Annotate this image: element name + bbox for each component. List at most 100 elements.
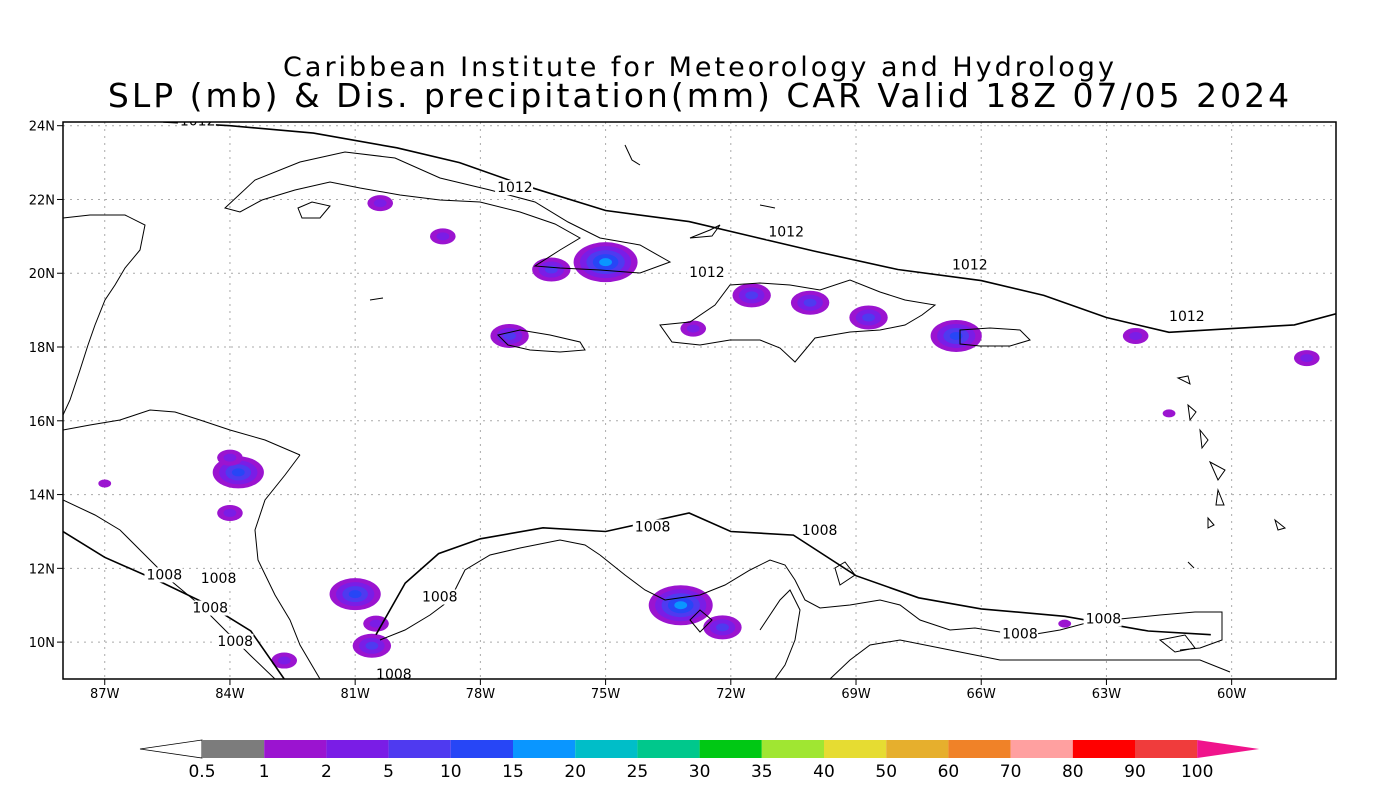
- colorbar-label: 35: [751, 762, 773, 782]
- coast-lesser-antilles-2: [1187, 403, 1197, 422]
- coast-trinidad: [1158, 634, 1196, 653]
- precip-area: [1122, 327, 1149, 344]
- coast-lesser-antilles-4: [1208, 460, 1226, 482]
- isobar-label: 1008: [422, 590, 458, 606]
- precip-cell: [674, 601, 688, 610]
- precip-area: [680, 320, 707, 337]
- precip-area: [363, 615, 389, 632]
- isobar-label-bg: [1167, 309, 1206, 325]
- colorbar-swatch: [699, 740, 762, 758]
- colorbar-label: 70: [1000, 762, 1022, 782]
- colorbar-label: 2: [321, 762, 332, 782]
- coast-bahamas-1: [624, 144, 641, 166]
- coast-lesser-antilles-7: [1274, 518, 1287, 531]
- isobar-1012: [163, 122, 1336, 334]
- precip-cell: [373, 199, 387, 208]
- precip-area: [329, 578, 381, 611]
- colorbar-low-arrow: [139, 739, 203, 759]
- coast-cuba: [223, 151, 672, 274]
- lat-tick-label: 24N: [29, 120, 55, 135]
- axis-tick-labels: 24N 22N 20N 18N 16N 14N 12N 10N 87W 84W 81W 78W 75W 7…: [29, 120, 1247, 702]
- lon-tick-label: 72W: [716, 687, 746, 702]
- colorbar-swatch: [637, 740, 700, 758]
- coast-central-america-pacific: [63, 499, 276, 679]
- coast-nicaragua-caribbean: [254, 454, 321, 679]
- colorbar-label: 25: [627, 762, 649, 782]
- coast-maracaibo: [759, 589, 801, 679]
- isobar-label-bg: [687, 264, 726, 280]
- plot-frame: [62, 121, 1337, 680]
- colorbar-swatch: [202, 740, 265, 758]
- title-line1: Caribbean Institute for Meteorology and …: [283, 52, 1117, 83]
- lon-tick-label: 63W: [1092, 687, 1122, 702]
- isobar-label-bg: [419, 589, 458, 605]
- precip-cell: [223, 509, 237, 518]
- colorbar-label: 80: [1062, 762, 1084, 782]
- lon-tick-label: 66W: [967, 687, 997, 702]
- precip-area: [490, 323, 529, 348]
- lat-tick-label: 10N: [29, 636, 55, 651]
- colorbar-swatch: [824, 740, 887, 758]
- isobar-label: 1012: [497, 180, 533, 196]
- precip-area: [532, 257, 571, 282]
- colorbar-label: 30: [689, 762, 711, 782]
- coast-bahamas-4: [369, 297, 384, 301]
- isobar-label: 1008: [192, 601, 228, 617]
- lon-tick-label: 78W: [466, 687, 496, 702]
- isobar-label-bg: [190, 600, 229, 616]
- coast-hispaniola: [659, 279, 937, 363]
- isobar-label-bg: [177, 122, 216, 129]
- colorbar-label: 100: [1181, 762, 1213, 782]
- precip-area: [573, 242, 638, 283]
- coast-lesser-antilles-5: [1215, 488, 1225, 506]
- lat-tick-label: 20N: [29, 267, 55, 282]
- isobar-label: 1012: [768, 224, 804, 240]
- coast-yucatan: [63, 214, 146, 416]
- isobar-label-bg: [374, 667, 413, 679]
- precip-area: [217, 505, 243, 522]
- coast-isla-juventud: [297, 201, 331, 219]
- title-line2: SLP (mb) & Dis. precipitation(mm) CAR Va…: [107, 76, 1293, 115]
- isobar-label-bg: [1083, 611, 1122, 627]
- isobar-label: 1008: [1086, 612, 1122, 628]
- precip-area: [930, 319, 982, 352]
- lat-tick-label: 16N: [29, 415, 55, 430]
- isobar-label: 1008: [1002, 626, 1038, 642]
- lon-tick-label: 84W: [215, 687, 245, 702]
- colorbar-label: 60: [938, 762, 960, 782]
- coast-lesser-antilles-6: [1207, 516, 1215, 529]
- colorbar-swatch: [513, 740, 576, 758]
- colorbar-swatch: [450, 740, 513, 758]
- colorbar-swatch: [326, 740, 389, 758]
- isobar-label-bg: [766, 224, 805, 240]
- colorbar-label: 40: [813, 762, 835, 782]
- coast-lake-valencia: [689, 609, 713, 633]
- precip-area: [648, 585, 713, 626]
- precip-area: [271, 652, 298, 669]
- lon-tick-label: 60W: [1217, 687, 1247, 702]
- isobar-label: 1008: [802, 523, 838, 539]
- precip-cell: [231, 468, 245, 477]
- precip-cell: [949, 331, 963, 340]
- precip-cell: [98, 479, 112, 488]
- colorbar-label: 90: [1124, 762, 1146, 782]
- precip-cell: [716, 623, 729, 632]
- colorbar-swatch: [948, 740, 1011, 758]
- coast-puerto-rico: [959, 327, 1031, 347]
- isobar-label: 1008: [217, 634, 253, 650]
- lat-tick-label: 14N: [29, 489, 55, 504]
- colorbar-label: 50: [875, 762, 897, 782]
- precip-cell: [1129, 331, 1143, 340]
- precip-cell: [1300, 354, 1314, 363]
- isobar-label-bg: [144, 567, 183, 583]
- isobar-labels: 1012 1012 1012 1012 1012 1012 1008 1008 1008 1008…: [144, 122, 1206, 679]
- precip-area: [367, 195, 394, 212]
- colorbar-label: 1: [259, 762, 270, 782]
- precipitation-layer: [98, 195, 1320, 669]
- colorbar-swatch: [388, 740, 451, 758]
- colorbar-label: 20: [564, 762, 586, 782]
- coast-colombia: [599, 554, 1223, 651]
- lat-tick-label: 22N: [29, 193, 55, 208]
- colorbar-high-arrow: [1197, 740, 1260, 758]
